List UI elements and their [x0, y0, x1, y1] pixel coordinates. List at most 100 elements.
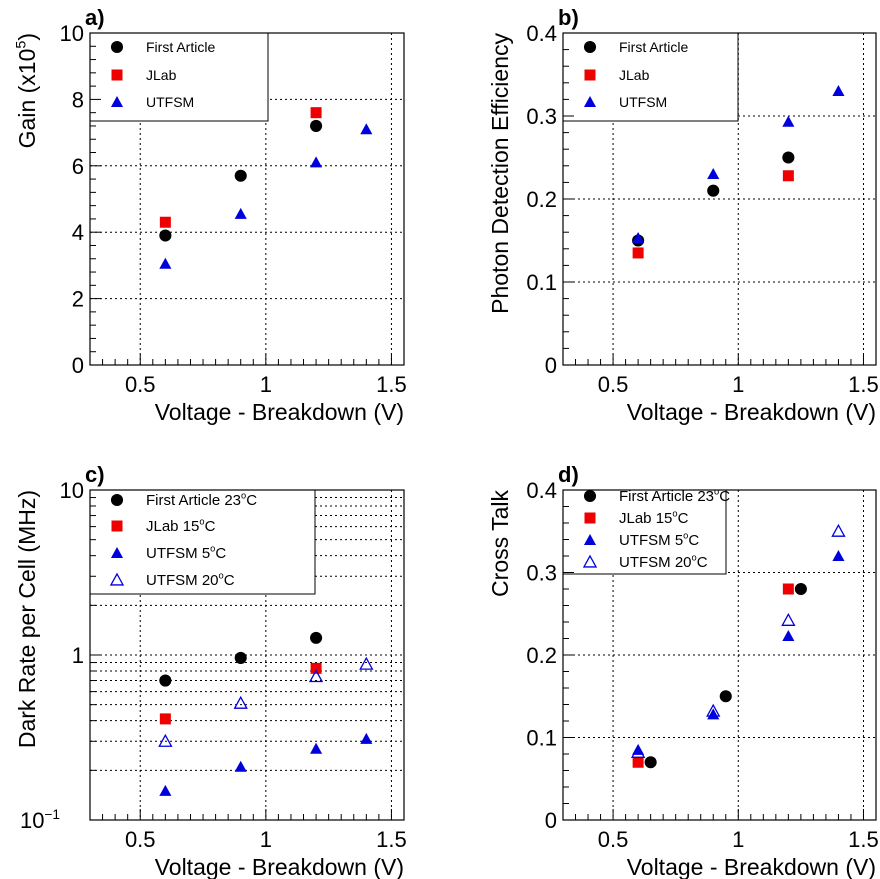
data-point: [781, 612, 796, 626]
legend-entry-label: UTFSM 20oC: [146, 571, 235, 589]
x-axis-label: Voltage - Breakdown (V): [627, 854, 876, 879]
data-point: [159, 216, 171, 228]
y-tick-label: 0: [545, 808, 557, 833]
data-point: [831, 523, 846, 537]
data-point: [234, 169, 247, 182]
data-point: [159, 713, 171, 725]
y-tick-label: 0.1: [526, 726, 557, 751]
y-axis-label: Gain (x105): [13, 33, 40, 148]
legend-marker: [111, 69, 123, 81]
legend-entry-label: UTFSM: [619, 94, 667, 110]
data-point: [630, 744, 646, 758]
legend-marker: [584, 69, 596, 81]
data-point: [782, 629, 795, 641]
data-point: [310, 631, 323, 644]
legend-entry-label: First Article: [146, 39, 215, 55]
x-axis-label: Voltage - Breakdown (V): [155, 399, 404, 425]
data-points: [159, 107, 373, 269]
x-tick-label: 1.5: [848, 827, 879, 852]
x-tick-label: 1.5: [848, 372, 879, 397]
x-tick-label: 0.5: [598, 372, 629, 397]
legend-marker: [583, 95, 597, 107]
plot-frame: [562, 489, 877, 821]
data-point: [234, 760, 247, 772]
legend-entry-label: UTFSM 5oC: [146, 544, 226, 562]
data-point: [233, 695, 248, 709]
y-tick-label: 10: [60, 478, 84, 503]
y-tick-label: 6: [72, 154, 84, 179]
data-point: [308, 669, 324, 683]
legend-marker: [110, 546, 124, 558]
y-tick-label: 8: [72, 87, 84, 112]
y-tick-label: 0.4: [526, 21, 557, 46]
x-tick-label: 1: [732, 827, 744, 852]
panel-d: First Article 23oC JLab 15oC UTFSM 5oC UTFS…: [487, 462, 879, 879]
plot-frame: [562, 32, 877, 366]
data-points: [630, 523, 846, 769]
data-point: [632, 756, 644, 768]
x-tick-label: 1: [260, 827, 272, 852]
y-axis-label: Dark Rate per Cell (MHz): [14, 490, 40, 748]
legend-marker: [582, 554, 598, 568]
legend: First Article 23oC JLab 15oC UTFSM 5oC UTFS…: [89, 489, 316, 595]
data-points: [158, 631, 374, 796]
data-point: [644, 756, 657, 769]
data-point: [310, 119, 323, 133]
data-point: [310, 107, 322, 119]
y-tick-label: 0.3: [526, 104, 557, 129]
legend-marker: [584, 512, 596, 524]
legend-marker: [110, 493, 124, 507]
data-point: [782, 115, 795, 127]
y-tick-label: 0.3: [526, 561, 557, 586]
data-point: [719, 690, 732, 703]
data-point: [782, 151, 795, 164]
legend-marker: [583, 533, 597, 545]
panel-a: First Article JLab UTFSM 0.5 1 1.5 0 2 4 6 8 10 Volt…: [13, 5, 406, 425]
x-axis-label: Voltage - Breakdown (V): [627, 399, 876, 425]
legend-marker: [110, 40, 124, 54]
data-point: [632, 247, 644, 259]
data-point: [782, 583, 794, 595]
data-points: [632, 85, 845, 259]
y-tick-label: 10−1: [20, 807, 60, 833]
y-tick-label: 4: [72, 220, 84, 245]
legend: First Article JLab UTFSM: [89, 32, 269, 122]
data-point: [159, 257, 172, 269]
legend: First Article JLab UTFSM: [562, 32, 739, 122]
y-tick-label: 2: [72, 287, 84, 312]
x-tick-label: 0.5: [125, 827, 156, 852]
data-point: [159, 784, 172, 796]
y-tick-label: 0.2: [526, 187, 557, 212]
y-tick-label: 0: [72, 353, 84, 378]
data-point: [360, 732, 373, 744]
x-tick-label: 1.5: [376, 827, 407, 852]
data-point: [159, 229, 172, 242]
data-point: [707, 168, 720, 180]
legend-entry-label: JLab: [146, 67, 177, 83]
data-point: [234, 207, 247, 219]
data-point: [832, 85, 845, 97]
x-tick-label: 1: [732, 372, 744, 397]
legend-entry-label: JLab: [619, 67, 650, 83]
panel-label: c): [85, 462, 105, 487]
x-tick-label: 0.5: [598, 827, 629, 852]
x-tick-label: 1.5: [376, 372, 407, 397]
y-tick-label: 0: [545, 353, 557, 378]
data-point: [706, 703, 721, 717]
legend-box: [89, 489, 316, 595]
data-point: [234, 651, 247, 664]
legend-entry-label: JLab 15oC: [619, 509, 689, 527]
legend-marker: [583, 40, 597, 54]
y-axis-label: Cross Talk: [487, 490, 513, 597]
data-point: [707, 184, 720, 197]
y-tick-label: 0.1: [526, 270, 557, 295]
data-point: [360, 123, 373, 135]
panel-label: b): [558, 5, 579, 30]
y-tick-label: 10: [60, 21, 84, 46]
legend-marker: [583, 489, 597, 503]
legend-marker: [111, 520, 123, 532]
legend-entry-label: First Article: [619, 39, 688, 55]
panel-label: d): [558, 462, 579, 487]
data-point: [794, 582, 807, 596]
